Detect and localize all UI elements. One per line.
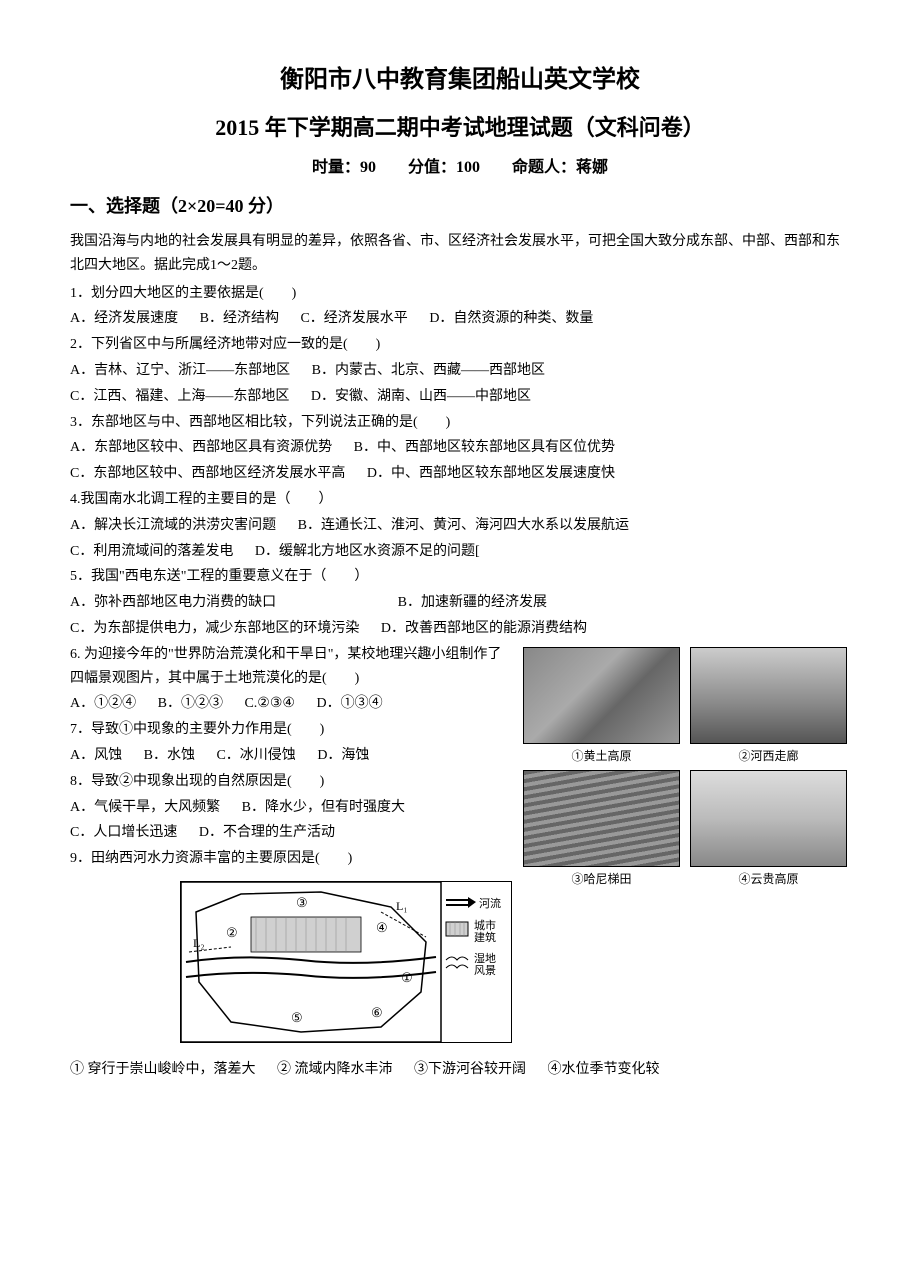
map-label-6: ⑥ — [371, 1005, 383, 1020]
q8-opt-d: D．不合理的生产活动 — [199, 821, 335, 845]
q4-opt-d: D．缓解北方地区水资源不足的问题[ — [255, 540, 480, 564]
q3-stem: 3．东部地区与中、西部地区相比较，下列说法正确的是( ) — [70, 411, 850, 435]
q9-item-1: ① 穿行于崇山峻岭中，落差大 — [70, 1058, 256, 1082]
q2-opt-c: C．江西、福建、上海——东部地区 — [70, 385, 289, 409]
q4-options-row1: A．解决长江流域的洪涝灾害问题 B．连通长江、淮河、黄河、海河四大水系以发展航运 — [70, 514, 850, 538]
q4-options-row2: C．利用流域间的落差发电 D．缓解北方地区水资源不足的问题[ — [70, 540, 850, 564]
q4-opt-c: C．利用流域间的落差发电 — [70, 540, 233, 564]
q3-opt-d: D．中、西部地区较东部地区发展速度快 — [367, 462, 615, 486]
q6-opt-c: C.②③④ — [244, 692, 295, 716]
q7-opt-b: B．水蚀 — [144, 744, 195, 768]
map-label-l1: L₁ — [396, 899, 408, 913]
q5-options-row2: C．为东部提供电力，减少东部地区的环境污染 D．改善西部地区的能源消费结构 — [70, 617, 850, 641]
image-hexi-corridor — [690, 647, 847, 744]
q2-stem: 2．下列省区中与所属经济地带对应一致的是( ) — [70, 333, 850, 357]
section-1-title: 一、选择题（2×20=40 分） — [70, 191, 850, 222]
caption-3: ③哈尼梯田 — [571, 869, 631, 889]
q4-opt-a: A．解决长江流域的洪涝灾害问题 — [70, 514, 276, 538]
q2-options-row1: A．吉林、辽宁、浙江——东部地区 B．内蒙古、北京、西藏——西部地区 — [70, 359, 850, 383]
map-label-1: ① — [401, 970, 413, 985]
map-label-4: ④ — [376, 920, 388, 935]
q6-opt-d: D．①③④ — [316, 692, 382, 716]
q3-options-row2: C．东部地区较中、西部地区经济发展水平高 D．中、西部地区较东部地区发展速度快 — [70, 462, 850, 486]
map-label-l2: L₂ — [193, 936, 205, 950]
q8-opt-a: A．气候干旱，大风频繁 — [70, 796, 220, 820]
image-cell-4: ④云贵高原 — [687, 770, 850, 889]
legend-wetland-1: 湿地 — [474, 952, 496, 965]
q1-opt-a: A．经济发展速度 — [70, 307, 178, 331]
image-loess-plateau — [523, 647, 680, 744]
q8-opt-b: B．降水少，但有时强度大 — [242, 796, 405, 820]
q7-opt-a: A．风蚀 — [70, 744, 122, 768]
exam-title: 2015 年下学期高二期中考试地理试题（文科问卷） — [70, 109, 850, 146]
q5-opt-b: B．加速新疆的经济发展 — [398, 591, 547, 615]
caption-2: ②河西走廊 — [738, 746, 798, 766]
q5-stem: 5．我国"西电东送"工程的重要意义在于（ ） — [70, 565, 850, 589]
q9-items: ① 穿行于崇山峻岭中，落差大 ② 流域内降水丰沛 ③下游河谷较开阔 ④水位季节变… — [70, 1058, 850, 1082]
legend-wetland-2: 风景 — [474, 964, 496, 977]
q1-opt-c: C．经济发展水平 — [300, 307, 407, 331]
q2-opt-d: D．安徽、湖南、山西——中部地区 — [311, 385, 531, 409]
legend-city-2: 建筑 — [474, 930, 496, 944]
legend-city-1: 城市 — [474, 918, 496, 932]
q1-opt-b: B．经济结构 — [200, 307, 279, 331]
q5-opt-c: C．为东部提供电力，减少东部地区的环境污染 — [70, 617, 359, 641]
q1-options: A．经济发展速度 B．经济结构 C．经济发展水平 D．自然资源的种类、数量 — [70, 307, 850, 331]
q4-opt-b: B．连通长江、淮河、黄河、海河四大水系以发展航运 — [298, 514, 629, 538]
image-cell-1: ①黄土高原 — [520, 647, 683, 766]
q9-item-4: ④水位季节变化较 — [548, 1058, 660, 1082]
q2-opt-a: A．吉林、辽宁、浙江——东部地区 — [70, 359, 290, 383]
q3-opt-c: C．东部地区较中、西部地区经济发展水平高 — [70, 462, 345, 486]
q1-opt-d: D．自然资源的种类、数量 — [429, 307, 593, 331]
caption-1: ①黄土高原 — [571, 746, 631, 766]
legend-river: 河流 — [479, 896, 501, 910]
image-hani-terrace — [523, 770, 680, 867]
q7-opt-d: D．海蚀 — [317, 744, 369, 768]
q8-opt-c: C．人口增长迅速 — [70, 821, 177, 845]
q6-opt-b: B．①②③ — [158, 692, 223, 716]
q2-options-row2: C．江西、福建、上海——东部地区 D．安徽、湖南、山西——中部地区 — [70, 385, 850, 409]
q3-opt-a: A．东部地区较中、西部地区具有资源优势 — [70, 436, 332, 460]
q6-opt-a: A．①②④ — [70, 692, 136, 716]
q1-stem: 1．划分四大地区的主要依据是( ) — [70, 282, 850, 306]
q3-options-row1: A．东部地区较中、西部地区具有资源优势 B．中、西部地区较东部地区具有区位优势 — [70, 436, 850, 460]
q9-item-3: ③下游河谷较开阔 — [414, 1058, 526, 1082]
image-cell-2: ②河西走廊 — [687, 647, 850, 766]
map-label-2: ② — [226, 925, 238, 940]
q5-opt-d: D．改善西部地区的能源消费结构 — [381, 617, 587, 641]
exam-meta: 时量：90 分值：100 命题人：蒋娜 — [70, 154, 850, 181]
landscape-image-grid: ①黄土高原 ②河西走廊 ③哈尼梯田 ④云贵高原 — [520, 647, 850, 890]
image-cell-3: ③哈尼梯田 — [520, 770, 683, 889]
city-map-svg: ① ② ③ ④ ⑤ ⑥ L₁ L₂ 河流 城市 建筑 — [180, 881, 512, 1043]
image-yungui-plateau — [690, 770, 847, 867]
q4-stem: 4.我国南水北调工程的主要目的是（ ） — [70, 488, 850, 512]
q5-options-row1: A．弥补西部地区电力消费的缺口 B．加速新疆的经济发展 — [70, 591, 850, 615]
map-label-3: ③ — [296, 895, 308, 910]
q5-opt-a: A．弥补西部地区电力消费的缺口 — [70, 591, 276, 615]
map-label-5: ⑤ — [291, 1010, 303, 1025]
q7-opt-c: C．冰川侵蚀 — [216, 744, 295, 768]
q2-opt-b: B．内蒙古、北京、西藏——西部地区 — [312, 359, 545, 383]
map-diagram: ① ② ③ ④ ⑤ ⑥ L₁ L₂ 河流 城市 建筑 — [180, 881, 510, 1052]
school-name: 衡阳市八中教育集团船山英文学校 — [70, 60, 850, 101]
q9-item-2: ② 流域内降水丰沛 — [277, 1058, 393, 1082]
q3-opt-b: B．中、西部地区较东部地区具有区位优势 — [354, 436, 615, 460]
caption-4: ④云贵高原 — [738, 869, 798, 889]
intro-paragraph: 我国沿海与内地的社会发展具有明显的差异，依照各省、市、区经济社会发展水平，可把全… — [70, 230, 850, 278]
